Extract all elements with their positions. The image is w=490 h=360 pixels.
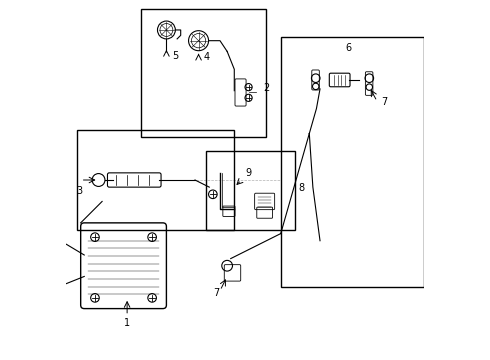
Text: 5: 5 <box>172 50 178 60</box>
Bar <box>206 152 295 230</box>
Text: 8: 8 <box>298 183 305 193</box>
Bar <box>281 37 424 287</box>
Text: 6: 6 <box>345 44 351 53</box>
Text: 4: 4 <box>204 52 210 62</box>
Text: 2: 2 <box>263 83 269 93</box>
Text: 3: 3 <box>76 186 82 196</box>
Text: 7: 7 <box>213 288 219 298</box>
Bar <box>142 9 267 137</box>
Text: 7: 7 <box>381 97 387 107</box>
Text: 9: 9 <box>245 168 251 179</box>
Text: 1: 1 <box>124 319 130 328</box>
Bar <box>77 130 234 230</box>
